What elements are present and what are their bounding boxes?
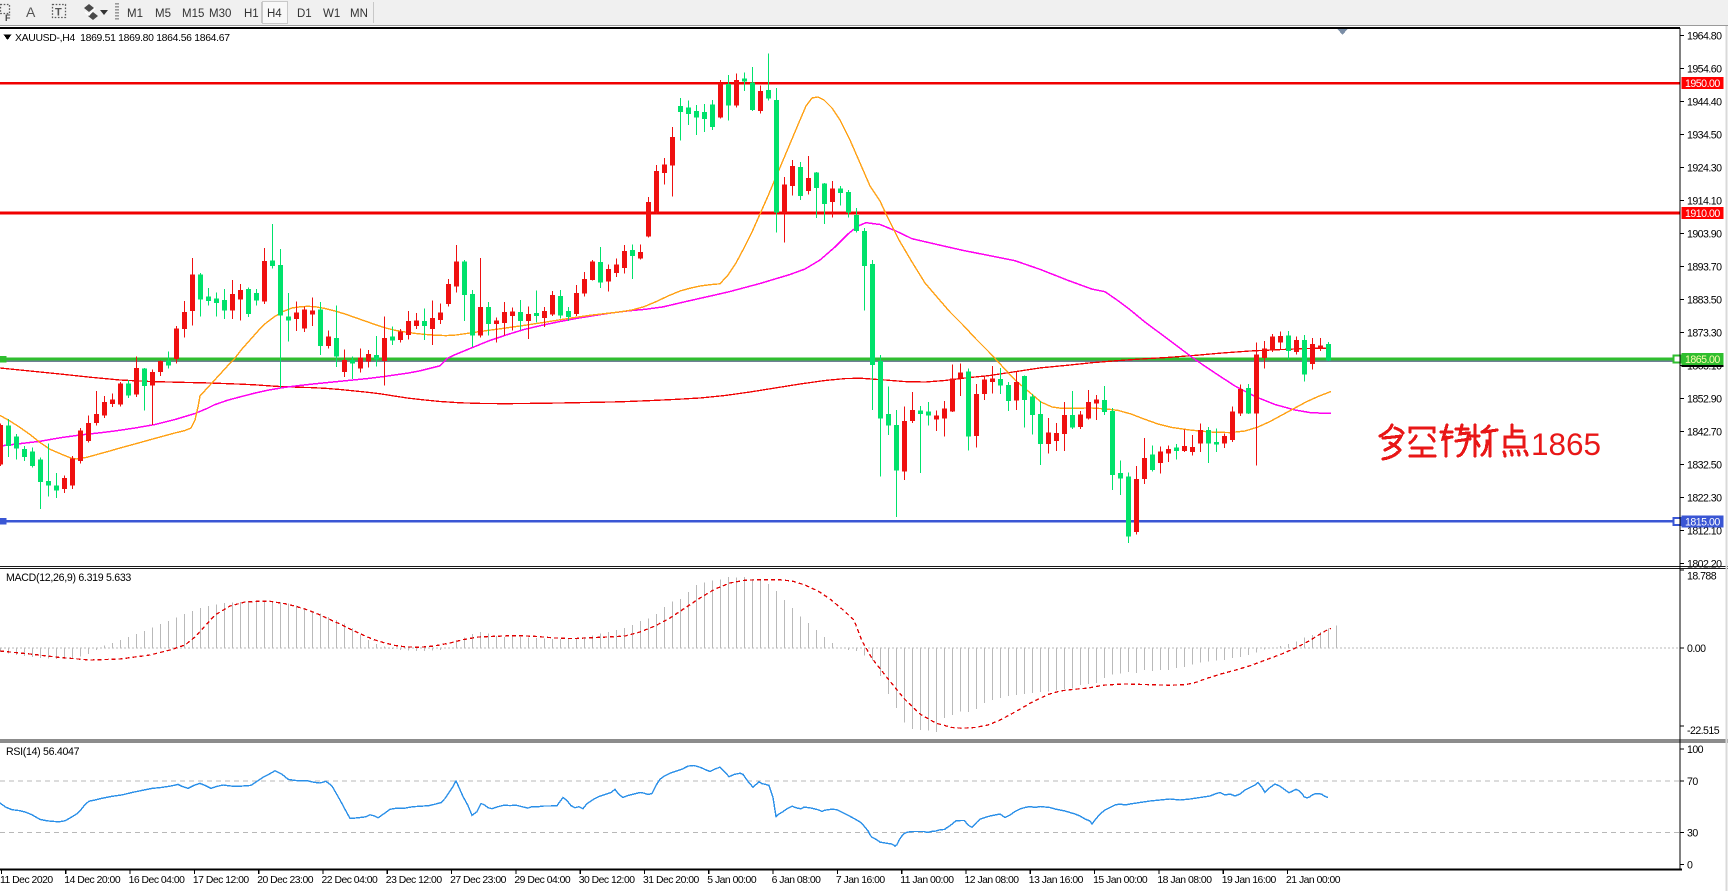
svg-text:W1: W1 (323, 8, 340, 20)
svg-text:19 Jan 16:00: 19 Jan 16:00 (1222, 875, 1277, 886)
svg-text:27 Dec 23:00: 27 Dec 23:00 (450, 875, 507, 886)
svg-text:16 Dec 04:00: 16 Dec 04:00 (129, 875, 186, 886)
svg-text:18 Jan 08:00: 18 Jan 08:00 (1157, 875, 1212, 886)
svg-text:0: 0 (1687, 860, 1693, 872)
svg-text:F: F (5, 13, 11, 23)
svg-text:T: T (55, 7, 62, 19)
svg-text:22 Dec 04:00: 22 Dec 04:00 (322, 875, 379, 886)
svg-text:1865.00: 1865.00 (1685, 354, 1720, 366)
svg-text:-22.515: -22.515 (1687, 725, 1720, 737)
svg-text:1873.30: 1873.30 (1687, 327, 1722, 339)
svg-text:A: A (26, 4, 36, 20)
svg-text:1914.10: 1914.10 (1687, 195, 1722, 207)
svg-text:15 Jan 00:00: 15 Jan 00:00 (1093, 875, 1148, 886)
svg-text:M30: M30 (209, 8, 231, 20)
svg-text:1910.00: 1910.00 (1685, 208, 1720, 220)
svg-text:1852.90: 1852.90 (1687, 393, 1722, 405)
svg-text:1865: 1865 (1531, 426, 1601, 462)
svg-text:1832.50: 1832.50 (1687, 459, 1722, 471)
svg-text:D1: D1 (297, 8, 312, 20)
svg-text:20 Dec 23:00: 20 Dec 23:00 (257, 875, 314, 886)
svg-text:1802.20: 1802.20 (1687, 558, 1722, 570)
svg-text:23 Dec 12:00: 23 Dec 12:00 (386, 875, 443, 886)
svg-text:1893.70: 1893.70 (1687, 261, 1722, 273)
svg-text:1812.10: 1812.10 (1687, 525, 1722, 537)
svg-text:1950.00: 1950.00 (1685, 78, 1720, 90)
svg-text:11 Dec 2020: 11 Dec 2020 (0, 875, 53, 886)
svg-text:RSI(14) 56.4047: RSI(14) 56.4047 (6, 746, 80, 758)
svg-text:1883.50: 1883.50 (1687, 294, 1722, 306)
svg-text:1964.80: 1964.80 (1687, 30, 1722, 42)
svg-text:7 Jan 16:00: 7 Jan 16:00 (836, 875, 886, 886)
svg-text:17 Dec 12:00: 17 Dec 12:00 (193, 875, 250, 886)
svg-text:12 Jan 08:00: 12 Jan 08:00 (965, 875, 1020, 886)
svg-text:1822.30: 1822.30 (1687, 492, 1722, 504)
svg-text:1944.40: 1944.40 (1687, 96, 1722, 108)
svg-text:H4: H4 (267, 8, 282, 20)
svg-text:11 Jan 00:00: 11 Jan 00:00 (900, 875, 954, 886)
svg-text:1934.50: 1934.50 (1687, 129, 1722, 141)
svg-text:0.00: 0.00 (1687, 643, 1706, 655)
svg-text:1924.30: 1924.30 (1687, 162, 1722, 174)
svg-text:1815.00: 1815.00 (1685, 516, 1720, 528)
svg-text:XAUUSD-,H4 1869.51 1869.80 18: XAUUSD-,H4 1869.51 1869.80 1864.56 1864.… (15, 33, 230, 44)
svg-text:14 Dec 20:00: 14 Dec 20:00 (64, 875, 121, 886)
svg-text:1842.70: 1842.70 (1687, 426, 1722, 438)
svg-text:29 Dec 04:00: 29 Dec 04:00 (514, 875, 571, 886)
svg-text:H1: H1 (244, 8, 259, 20)
svg-text:5 Jan 00:00: 5 Jan 00:00 (707, 875, 757, 886)
svg-text:30 Dec 12:00: 30 Dec 12:00 (579, 875, 636, 886)
svg-text:18.788: 18.788 (1687, 570, 1717, 582)
svg-text:100: 100 (1687, 744, 1704, 756)
svg-text:6 Jan 08:00: 6 Jan 08:00 (772, 875, 822, 886)
svg-text:MN: MN (350, 8, 368, 20)
svg-text:70: 70 (1687, 776, 1698, 788)
svg-text:13 Jan 16:00: 13 Jan 16:00 (1029, 875, 1084, 886)
svg-text:M15: M15 (182, 8, 204, 20)
svg-text:M1: M1 (127, 8, 143, 20)
svg-text:30: 30 (1687, 827, 1698, 839)
svg-text:21 Jan 00:00: 21 Jan 00:00 (1286, 875, 1341, 886)
svg-text:1954.60: 1954.60 (1687, 63, 1722, 75)
svg-text:31 Dec 20:00: 31 Dec 20:00 (643, 875, 700, 886)
svg-text:M5: M5 (155, 8, 171, 20)
svg-text:1903.90: 1903.90 (1687, 228, 1722, 240)
svg-text:MACD(12,26,9) 6.319 5.633: MACD(12,26,9) 6.319 5.633 (6, 572, 131, 584)
